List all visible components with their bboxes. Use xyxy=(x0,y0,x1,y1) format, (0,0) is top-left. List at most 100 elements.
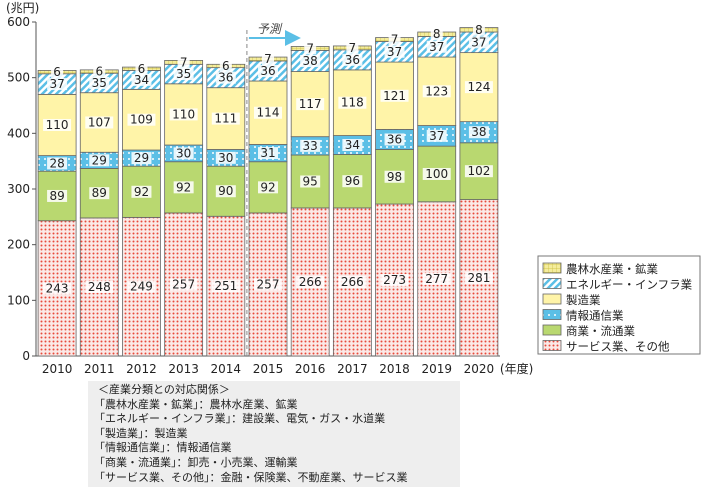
data-label: 95 xyxy=(303,174,318,188)
data-label: 109 xyxy=(130,113,153,127)
data-label: 31 xyxy=(260,146,275,160)
data-label-bg xyxy=(85,280,114,293)
data-label: 7 xyxy=(349,41,357,55)
data-label-bg xyxy=(300,139,321,152)
data-label-bg xyxy=(258,147,278,160)
data-label: 117 xyxy=(299,97,322,111)
legend-swatch xyxy=(542,293,562,305)
data-label-bg xyxy=(211,112,240,125)
data-label: 30 xyxy=(176,146,191,160)
data-label: 92 xyxy=(176,180,191,194)
x-tick-label: 2019 xyxy=(421,362,452,376)
data-label: 34 xyxy=(134,73,149,87)
y-tick-label: 400 xyxy=(7,126,30,140)
data-label-bg xyxy=(300,175,321,188)
data-label: 37 xyxy=(429,129,444,143)
bars: 2438928110376248892910735624992291093462… xyxy=(37,23,499,357)
forecast-label: 予測 xyxy=(257,22,283,36)
data-label-bg xyxy=(426,129,447,142)
data-label: 89 xyxy=(92,186,107,200)
x-tick-label: 2018 xyxy=(379,362,410,376)
x-tick-label: 2015 xyxy=(253,362,284,376)
y-unit-label: (兆円) xyxy=(6,1,39,15)
legend-swatch xyxy=(542,340,562,351)
data-label-bg xyxy=(215,71,236,84)
data-label: 37 xyxy=(49,77,64,91)
data-label-bg xyxy=(296,98,325,111)
data-label-bg xyxy=(338,96,367,109)
data-label: 89 xyxy=(49,189,64,203)
legend-swatch xyxy=(542,262,562,274)
data-label: 277 xyxy=(425,272,448,286)
data-label-bg xyxy=(384,170,405,183)
data-label: 118 xyxy=(341,96,364,110)
x-tick-label: 2014 xyxy=(211,362,242,376)
data-label: 36 xyxy=(345,53,360,67)
legend-label: 情報通信業 xyxy=(566,309,624,323)
data-label-bg xyxy=(169,108,198,121)
data-label-bg xyxy=(300,54,321,67)
x-tick-label: 2016 xyxy=(295,362,326,376)
data-label-bg xyxy=(422,85,451,98)
data-label-bg xyxy=(258,181,278,194)
data-label-bg xyxy=(384,45,405,58)
data-label: 98 xyxy=(387,170,402,184)
note-title: ＜産業分類との対応関係＞ xyxy=(98,383,230,396)
data-label: 257 xyxy=(172,277,195,291)
data-label: 107 xyxy=(88,115,111,129)
data-label: 28 xyxy=(49,156,64,170)
note-line: 「商業・流通業」：卸売・小売業、運輸業 xyxy=(94,455,298,469)
data-label-bg xyxy=(135,62,148,75)
x-tick-label: 2020 xyxy=(464,362,495,376)
data-label-bg xyxy=(51,66,64,79)
data-label: 33 xyxy=(303,139,318,153)
data-label-bg xyxy=(89,76,110,89)
data-label-bg xyxy=(380,274,409,287)
data-label: 6 xyxy=(95,65,103,79)
legend-label: サービス業、その他 xyxy=(566,340,670,354)
legend-swatch xyxy=(542,309,562,320)
data-label: 114 xyxy=(257,106,280,120)
legend-label: エネルギー・インフラ業 xyxy=(566,278,693,292)
data-label-bg xyxy=(464,81,493,94)
data-label-bg xyxy=(346,41,359,54)
data-label: 36 xyxy=(218,71,233,85)
data-label-bg xyxy=(131,185,152,198)
data-label: 6 xyxy=(53,65,61,79)
data-label: 8 xyxy=(433,27,441,41)
data-label: 37 xyxy=(429,40,444,54)
data-label-bg xyxy=(464,271,493,284)
data-label: 124 xyxy=(467,80,490,94)
data-label: 243 xyxy=(46,281,69,295)
data-label: 273 xyxy=(383,273,406,287)
x-tick-label: 2017 xyxy=(337,362,368,376)
data-label-bg xyxy=(85,116,114,129)
note-line: 「農林水産業・鉱業」：農林水産業、鉱業 xyxy=(94,397,298,411)
data-label: 37 xyxy=(471,35,486,49)
data-label-bg xyxy=(254,106,282,119)
data-label: 248 xyxy=(88,280,111,294)
data-label-bg xyxy=(338,275,367,288)
legend-box xyxy=(537,255,701,355)
data-label: 6 xyxy=(222,59,230,73)
data-label: 34 xyxy=(345,138,360,152)
data-label-bg xyxy=(430,28,443,41)
legend-label: 製造業 xyxy=(566,293,601,307)
data-label-bg xyxy=(47,189,68,202)
data-label: 92 xyxy=(134,185,149,199)
legend-swatch xyxy=(542,278,562,289)
data-label-bg xyxy=(254,278,282,291)
y-tick-label: 100 xyxy=(7,293,30,307)
x-tick-label: 2012 xyxy=(126,362,157,376)
legend-label: 農林水産業・鉱業 xyxy=(566,262,658,276)
data-label-bg xyxy=(173,68,194,81)
data-label: 36 xyxy=(260,64,275,78)
forecast-marker: 予測 xyxy=(246,22,301,356)
data-label-bg xyxy=(127,113,156,126)
data-label: 110 xyxy=(46,118,69,132)
data-label: 266 xyxy=(299,275,322,289)
data-label-bg xyxy=(426,40,447,53)
data-label: 100 xyxy=(425,167,448,181)
y-tick-label: 500 xyxy=(7,71,30,85)
data-label: 7 xyxy=(180,55,188,69)
